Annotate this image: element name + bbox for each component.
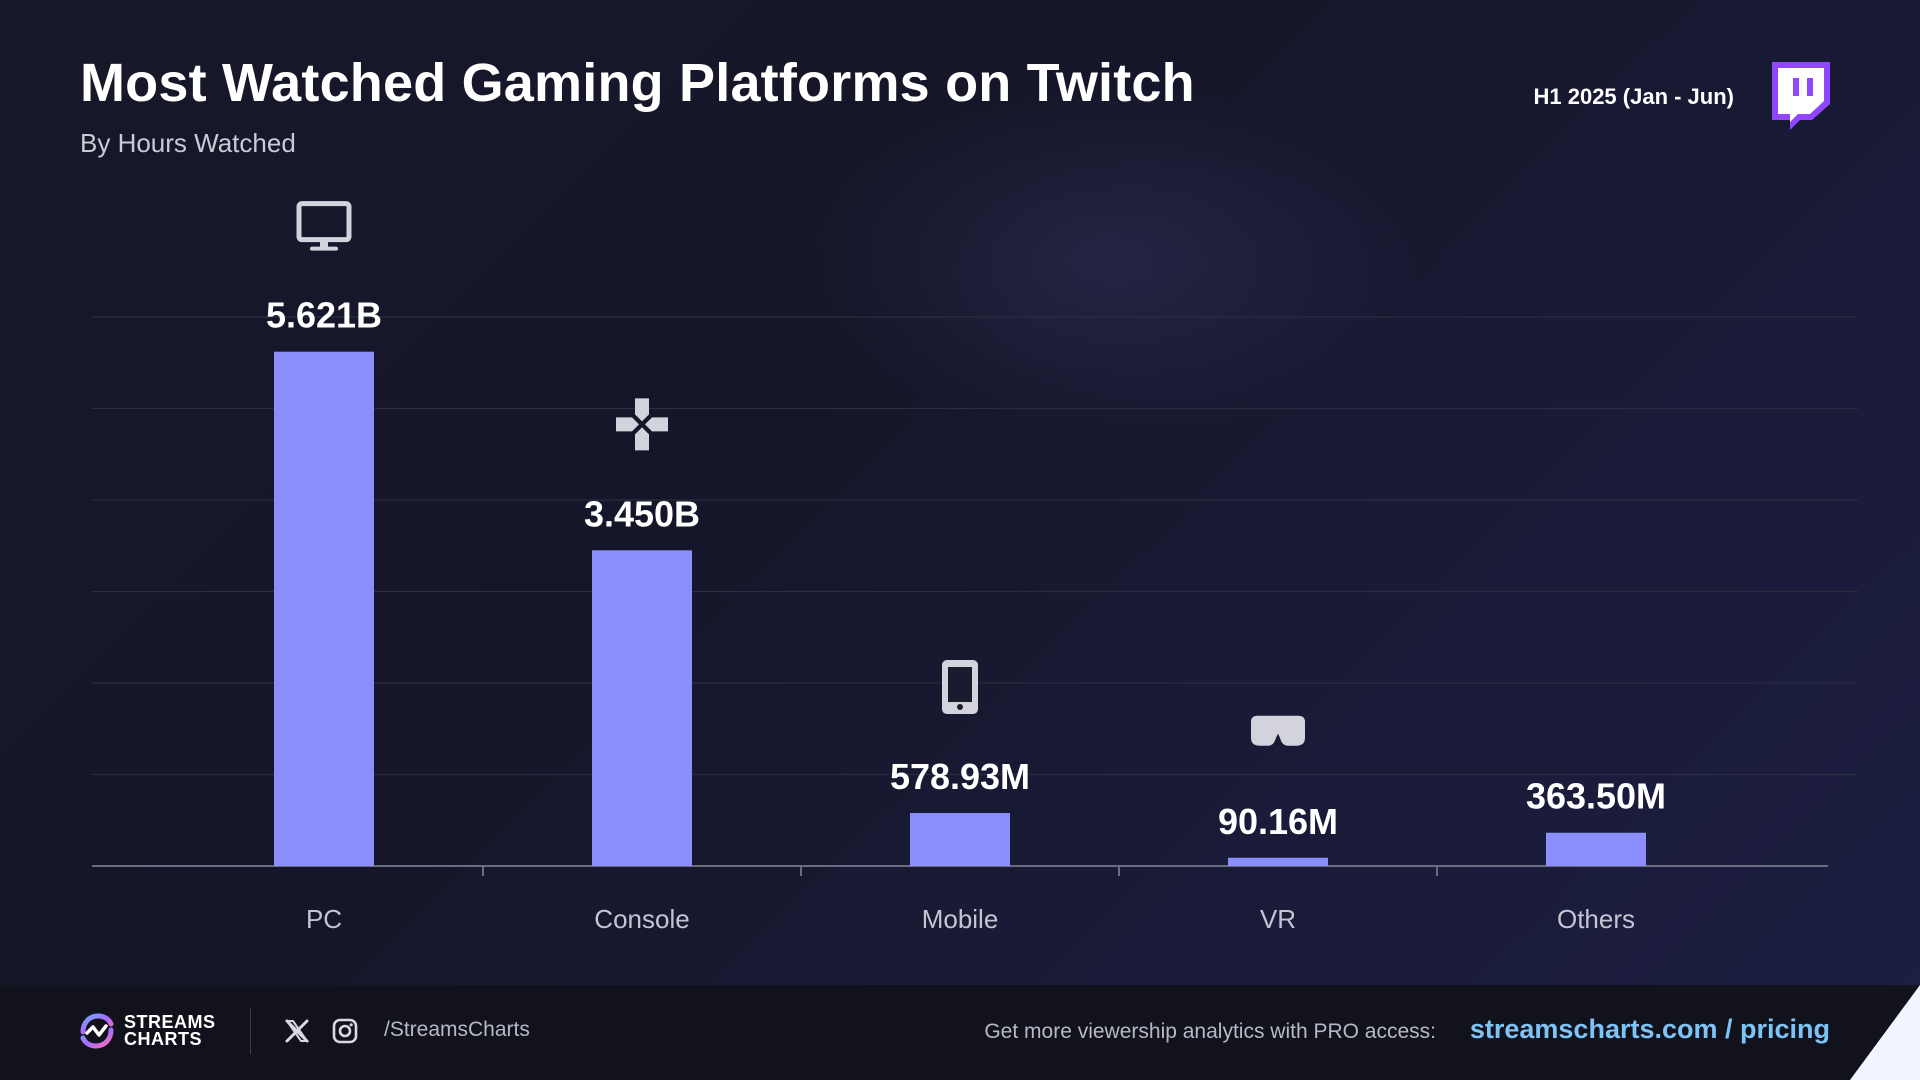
brand-line-1: STREAMS [124, 1012, 216, 1032]
footer-bar [0, 985, 1920, 1080]
streams-charts-logo[interactable]: STREAMS CHARTS [78, 1012, 216, 1050]
x-twitter-icon[interactable] [284, 1018, 310, 1044]
bar-chart: 5.621B PC 3.450B Console 578.93M Mobile 90.16M… [92, 201, 1858, 934]
x-tick-label-vr: VR [1260, 904, 1296, 934]
twitch-logo-icon [1772, 62, 1830, 130]
x-tick-label-others: Others [1557, 904, 1635, 934]
brand-line-2: CHARTS [124, 1029, 202, 1049]
chart-title: Most Watched Gaming Platforms on Twitch [80, 53, 1195, 113]
x-tick-label-pc: PC [306, 904, 342, 934]
chart-subtitle: By Hours Watched [80, 128, 296, 158]
footer-divider [250, 1008, 251, 1054]
bar-mobile[interactable] [910, 813, 1010, 866]
monitor-icon [296, 201, 352, 251]
bar-others[interactable] [1546, 832, 1646, 866]
background-glow [800, 80, 1420, 440]
social-links [284, 1018, 358, 1044]
period-label: H1 2025 (Jan - Jun) [1533, 84, 1734, 109]
data-label-mobile: 578.93M [890, 756, 1030, 797]
data-label-pc: 5.621B [266, 295, 382, 336]
footer-accent-shape [1850, 985, 1920, 1080]
data-label-console: 3.450B [584, 493, 700, 534]
x-tick-label-mobile: Mobile [922, 904, 999, 934]
bar-pc[interactable] [274, 351, 374, 867]
streams-charts-logo-icon [80, 1013, 114, 1049]
data-label-vr: 90.16M [1218, 801, 1338, 842]
data-label-others: 363.50M [1526, 776, 1666, 817]
bar-vr[interactable] [1228, 857, 1328, 866]
pro-access-text: Get more viewership analytics with PRO a… [984, 1020, 1436, 1043]
vr-headset-icon [1251, 715, 1305, 746]
brand-name: STREAMS CHARTS [124, 1012, 216, 1049]
gamepad-icon [616, 398, 668, 451]
bar-console[interactable] [592, 550, 692, 866]
social-handle[interactable]: /StreamsCharts [384, 1018, 530, 1041]
instagram-icon[interactable] [332, 1018, 358, 1044]
x-tick-label-console: Console [594, 904, 689, 934]
smartphone-icon [942, 660, 978, 715]
pricing-link[interactable]: streamscharts.com / pricing [1469, 1014, 1830, 1044]
